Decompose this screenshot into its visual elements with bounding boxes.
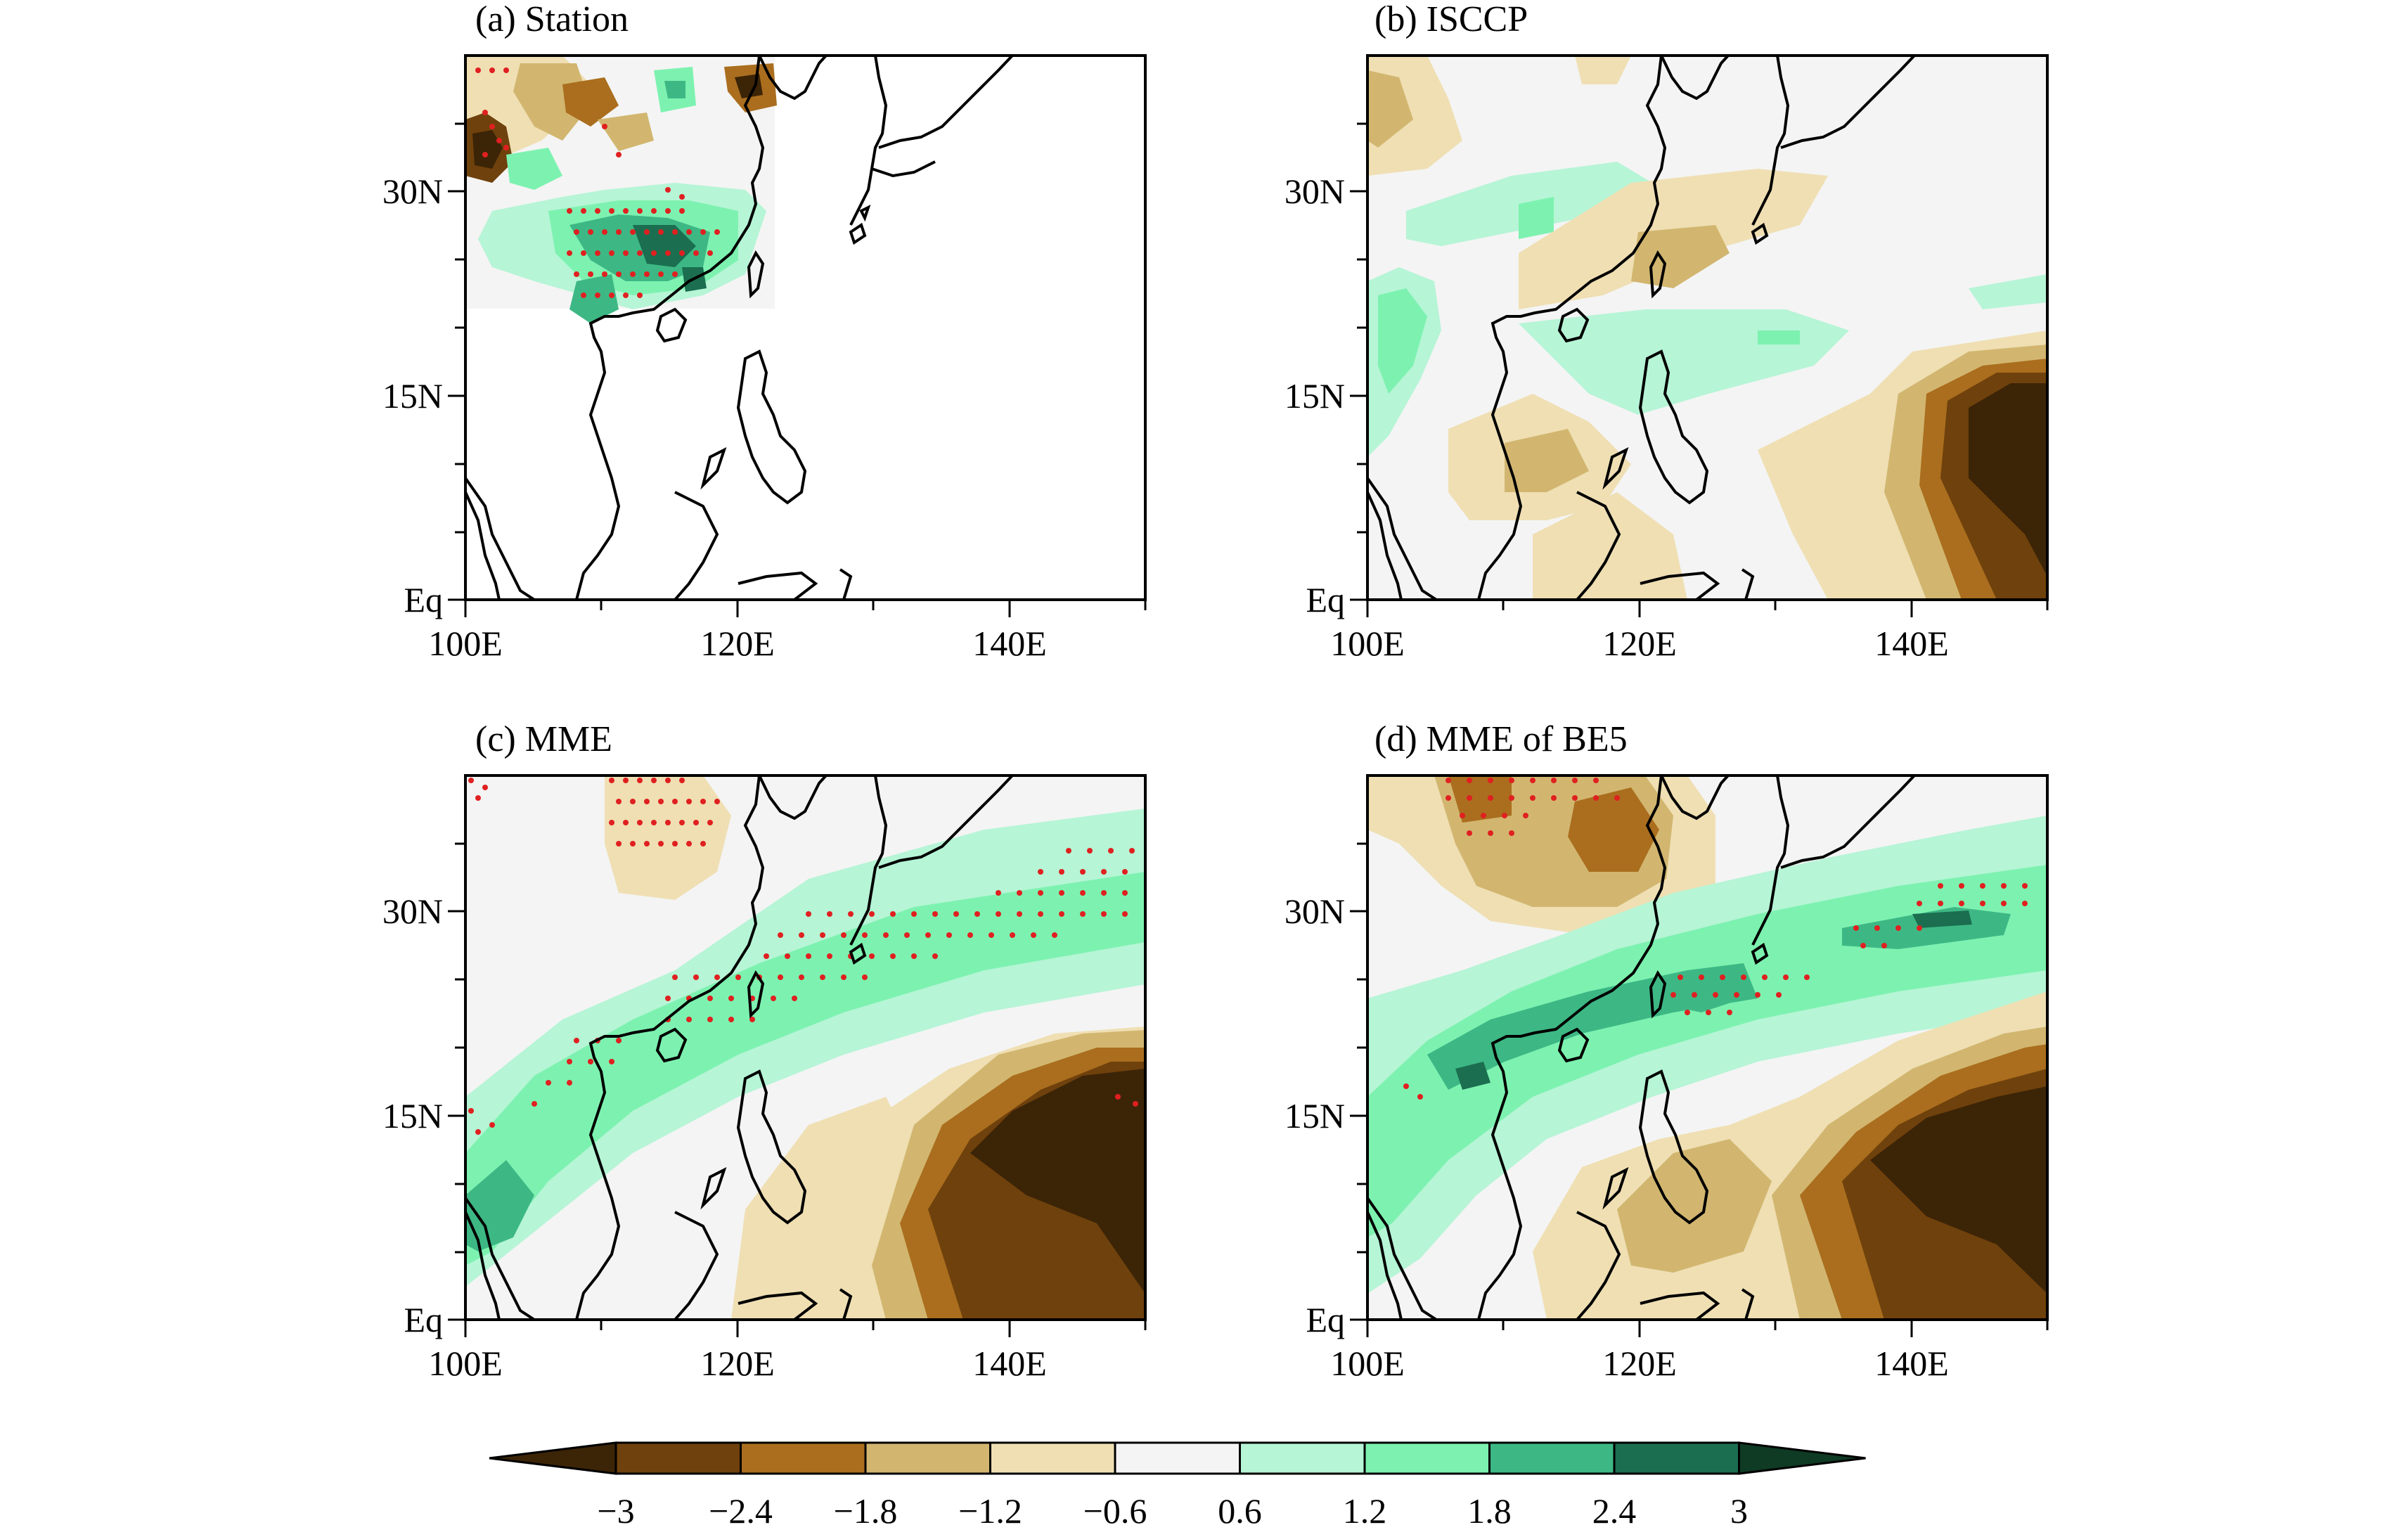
- panel-b-title: (b) ISCCP: [1374, 0, 1528, 39]
- panel-a-map: [465, 56, 1145, 600]
- panel-c: (c) MME: [382, 719, 1147, 1383]
- colorbar-box: [864, 1441, 991, 1475]
- colorbar-tick-label: −1.2: [958, 1491, 1022, 1531]
- panel-c-xtick-120: 120E: [700, 1344, 775, 1383]
- panel-a-ytick-eq: Eq: [404, 580, 443, 619]
- colorbar-box: [1488, 1441, 1616, 1475]
- colorbar-box: [1363, 1441, 1490, 1475]
- panel-c-xtick-100: 100E: [428, 1344, 503, 1383]
- panel-b-ytick-30n: 30N: [1285, 172, 1345, 211]
- colorbar-tick-label: −3: [597, 1491, 634, 1531]
- panel-b-xtick-140: 140E: [1874, 624, 1949, 663]
- colorbar-box: [1239, 1441, 1366, 1475]
- panel-a-xtick-140: 140E: [972, 624, 1047, 663]
- panel-d: (d) MME of BE5: [1285, 719, 2049, 1383]
- colorbar-tick-label: −2.4: [709, 1491, 773, 1531]
- colorbar-tick-label: 2.4: [1592, 1491, 1637, 1531]
- colorbar: −3 −2.4 −1.8 −1.2 −0.6 0.6 1.2 1.8 2.4 3: [489, 1441, 1866, 1531]
- panel-a-title: (a) Station: [475, 0, 629, 39]
- panel-a: (a) Station: [382, 0, 1147, 663]
- panel-b-xtick-120: 120E: [1602, 624, 1677, 663]
- colorbar-tick-label: −0.6: [1083, 1491, 1147, 1531]
- colorbar-tick-label: 3: [1730, 1491, 1748, 1531]
- panel-d-ytick-30n: 30N: [1285, 891, 1345, 931]
- panel-d-map: [1367, 775, 2047, 1320]
- panel-c-ytick-eq: Eq: [404, 1300, 443, 1339]
- panel-d-xtick-100: 100E: [1330, 1344, 1405, 1383]
- panel-a-ytick-15n: 15N: [382, 376, 443, 416]
- panel-d-ytick-eq: Eq: [1306, 1300, 1345, 1339]
- panel-b-ytick-eq: Eq: [1306, 580, 1345, 619]
- colorbar-box: [614, 1441, 742, 1475]
- panel-c-xtick-140: 140E: [972, 1344, 1047, 1383]
- colorbar-box: [1613, 1441, 1740, 1475]
- panel-a-xtick-120: 120E: [700, 624, 775, 663]
- colorbar-tick-label: 1.2: [1343, 1491, 1387, 1531]
- colorbar-tick-label: −1.8: [834, 1491, 898, 1531]
- panel-a-xtick-100: 100E: [428, 624, 503, 663]
- colorbar-box: [989, 1441, 1116, 1475]
- panel-b-xtick-100: 100E: [1330, 624, 1405, 663]
- panel-b-ytick-15n: 15N: [1285, 376, 1345, 416]
- panel-c-map: [465, 775, 1145, 1320]
- colorbar-arrow-high: [1738, 1441, 1866, 1475]
- panel-d-xtick-120: 120E: [1602, 1344, 1677, 1383]
- colorbar-tick-label: 1.8: [1467, 1491, 1512, 1531]
- colorbar-tick-label: 0.6: [1218, 1491, 1262, 1531]
- panel-b: (b) ISCCP: [1285, 0, 2049, 663]
- panel-d-title: (d) MME of BE5: [1374, 719, 1628, 759]
- colorbar-box: [1114, 1441, 1241, 1475]
- panel-c-title: (c) MME: [475, 719, 612, 759]
- panel-a-ytick-30n: 30N: [382, 172, 443, 211]
- panel-b-map: [1367, 56, 2047, 600]
- colorbar-arrow-low: [489, 1441, 617, 1475]
- panel-d-ytick-15n: 15N: [1285, 1096, 1345, 1135]
- colorbar-box: [740, 1441, 867, 1475]
- panel-c-ytick-30n: 30N: [382, 891, 443, 931]
- panel-d-xtick-140: 140E: [1874, 1344, 1949, 1383]
- panel-c-ytick-15n: 15N: [382, 1096, 443, 1135]
